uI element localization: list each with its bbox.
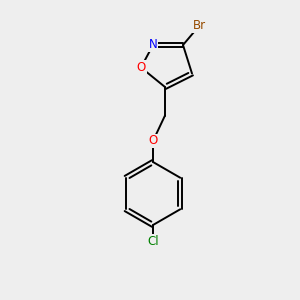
Text: N: N [148, 38, 158, 52]
Text: Cl: Cl [147, 235, 159, 248]
Text: O: O [136, 61, 146, 74]
Text: O: O [148, 134, 158, 148]
Text: Br: Br [193, 19, 206, 32]
